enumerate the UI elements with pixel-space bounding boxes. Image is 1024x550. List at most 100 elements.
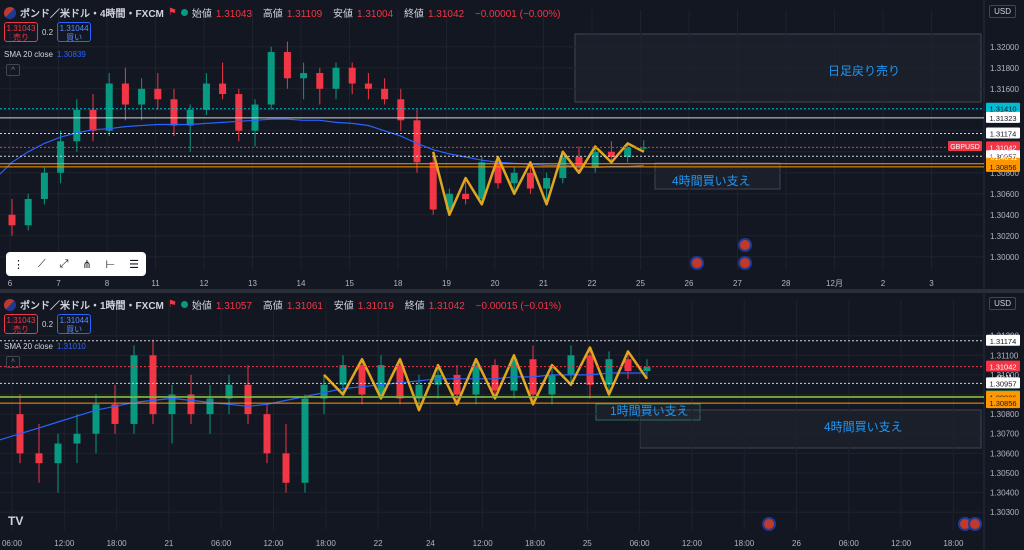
x-tick-label: 12:00 bbox=[54, 539, 75, 548]
price-tag-label: 1.30957 bbox=[989, 379, 1016, 388]
y-tick-label: 1.30000 bbox=[990, 253, 1019, 262]
y-tick-label: 1.30700 bbox=[990, 430, 1019, 439]
ray-icon[interactable]: ⤢ bbox=[59, 257, 69, 270]
x-tick-label: 25 bbox=[583, 539, 592, 548]
pitchfork-icon[interactable]: ⋔ bbox=[82, 258, 92, 271]
candle-body bbox=[57, 141, 65, 173]
price-tag-label: 1.30856 bbox=[989, 399, 1016, 408]
h4-support-label: 4時間買い支え bbox=[824, 420, 903, 434]
price-tag-label: 1.31174 bbox=[990, 337, 1017, 346]
y-tick-label: 1.30600 bbox=[990, 449, 1019, 458]
candle-body bbox=[434, 374, 442, 385]
price-tag bbox=[986, 397, 1020, 409]
currency-selector[interactable]: USD bbox=[989, 5, 1016, 18]
x-tick-label: 11 bbox=[151, 279, 160, 288]
candle-body bbox=[263, 414, 271, 454]
symbol-title[interactable]: ポンド／米ドル・1時間・FXCM bbox=[20, 301, 164, 312]
candle-body bbox=[89, 109, 97, 131]
countdown-label: 46:11 bbox=[996, 375, 1013, 382]
x-tick-label: 20 bbox=[491, 279, 500, 288]
sma-line bbox=[0, 372, 647, 441]
drag-handle-icon[interactable]: ⋮ bbox=[12, 258, 24, 271]
candle-body bbox=[138, 88, 146, 105]
candle-body bbox=[510, 172, 518, 184]
sell-button[interactable]: 1.31043 売り bbox=[4, 22, 38, 42]
x-tick-label: 06:00 bbox=[839, 539, 860, 548]
candle-body bbox=[607, 151, 615, 158]
x-tick-label: 18:00 bbox=[316, 539, 337, 548]
chart-pane-4h[interactable]: 6 7 8 11 12 13 14 15 18 19 20 21 22 25 26 27 28 12月 2 3 1.32… bbox=[0, 0, 1024, 290]
candle-body bbox=[397, 99, 405, 121]
x-tick-label: 06:00 bbox=[630, 539, 651, 548]
sma-legend[interactable]: SMA 20 close 1.31010 bbox=[4, 342, 86, 351]
flag-marker-icon[interactable]: ⚑ bbox=[167, 299, 177, 310]
chevron-up-icon[interactable]: ˄ bbox=[6, 64, 20, 76]
candle-body bbox=[358, 365, 366, 395]
candle-body bbox=[413, 120, 421, 163]
y-tick-label: 1.30200 bbox=[990, 232, 1019, 241]
candle-body bbox=[339, 365, 347, 385]
candle-body bbox=[381, 88, 389, 100]
y-tick-label: 1.31000 bbox=[990, 371, 1019, 380]
x-tick-label: 7 bbox=[56, 279, 61, 288]
sell-button[interactable]: 1.31043 売り bbox=[4, 314, 38, 334]
currency-selector[interactable]: USD bbox=[989, 297, 1016, 310]
tradingview-logo-icon[interactable]: TV bbox=[8, 514, 24, 528]
pane-divider[interactable] bbox=[0, 289, 1024, 293]
y-tick-label: 1.32000 bbox=[990, 43, 1019, 52]
candle-body bbox=[35, 453, 43, 464]
candle-body bbox=[121, 83, 129, 105]
chart-canvas-1h[interactable]: 06:00 12:00 18:00 21 06:00 12:00 18:00 22 24 12:0… bbox=[0, 292, 1024, 550]
symbol-tag bbox=[948, 141, 982, 151]
flag-icon bbox=[4, 298, 16, 311]
candle-body bbox=[168, 394, 176, 415]
hline-icon[interactable]: ⊢ bbox=[105, 258, 116, 271]
candle-body bbox=[575, 157, 583, 168]
fib-icon[interactable]: ☰ bbox=[129, 258, 139, 271]
event-flag-icon bbox=[738, 238, 752, 252]
price-tag bbox=[986, 111, 1020, 123]
candle-body bbox=[73, 433, 81, 444]
candle-body bbox=[320, 384, 328, 399]
chart-pane-1h[interactable]: 06:00 12:00 18:00 21 06:00 12:00 18:00 22 24 12:0… bbox=[0, 292, 1024, 550]
buy-button[interactable]: 1.31044 買い bbox=[57, 22, 92, 42]
candle-body bbox=[491, 365, 499, 391]
event-flag-icon bbox=[690, 256, 704, 270]
candle-body bbox=[586, 355, 594, 385]
chart-canvas-4h[interactable]: 6 7 8 11 12 13 14 15 18 19 20 21 22 25 26 27 28 12月 2 3 1.32… bbox=[0, 0, 1024, 290]
x-tick-label: 18:00 bbox=[525, 539, 546, 548]
candle-body bbox=[206, 398, 214, 415]
flag-marker-icon[interactable]: ⚑ bbox=[167, 7, 177, 18]
candle-body bbox=[494, 162, 502, 184]
y-tick-label: 1.30400 bbox=[990, 211, 1019, 220]
candle-body bbox=[92, 404, 100, 434]
candle-body bbox=[187, 394, 195, 415]
trendline-icon[interactable]: ⟋ bbox=[37, 257, 46, 270]
candle-body bbox=[543, 178, 551, 189]
y-tick-label: 1.30300 bbox=[990, 508, 1019, 517]
candle-body bbox=[202, 83, 210, 110]
symbol-tag-label: GBPUSD bbox=[950, 144, 980, 151]
event-flag-icon bbox=[968, 517, 982, 531]
candle-body bbox=[415, 384, 423, 399]
sma-legend[interactable]: SMA 20 close 1.30839 bbox=[4, 50, 86, 59]
candle-body bbox=[282, 453, 290, 483]
candle-body bbox=[267, 52, 275, 105]
candle-body bbox=[301, 398, 309, 483]
price-tag bbox=[986, 377, 1020, 389]
candle-body bbox=[640, 147, 648, 149]
spread-value: 0.2 bbox=[42, 27, 54, 37]
candle-body bbox=[348, 67, 356, 84]
ohlc-values: 始値 1.31043 高値 1.31109 安値 1.31004 終値 1.31042 … bbox=[191, 9, 561, 20]
price-tag bbox=[986, 160, 1020, 172]
symbol-title[interactable]: ポンド／米ドル・4時間・FXCM bbox=[20, 9, 164, 20]
buy-button[interactable]: 1.31044 買い bbox=[57, 314, 92, 334]
chevron-up-icon[interactable]: ˄ bbox=[6, 356, 20, 368]
candle-body bbox=[429, 162, 437, 210]
candle-body bbox=[559, 157, 567, 179]
candle-body bbox=[170, 99, 178, 126]
y-tick-label: 1.30500 bbox=[990, 469, 1019, 478]
h1-support-zone bbox=[595, 403, 701, 421]
candle-body bbox=[396, 365, 404, 399]
candle-body bbox=[332, 67, 340, 89]
